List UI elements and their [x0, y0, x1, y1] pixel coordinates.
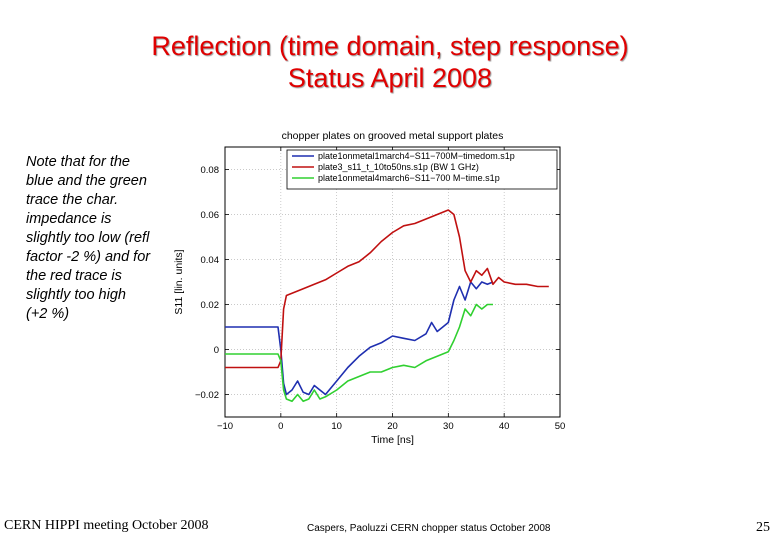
x-tick-label: 40	[499, 421, 510, 432]
x-tick-label: 10	[331, 421, 342, 432]
x-axis-label: Time [ns]	[371, 434, 414, 445]
y-tick-label: 0.04	[201, 255, 220, 266]
x-tick-label: 30	[443, 421, 454, 432]
legend-entry: plate1onmetal4march6−S11−700 M−time.s1p	[318, 173, 500, 183]
chart-title: chopper plates on grooved metal support …	[282, 130, 504, 142]
y-tick-label: 0.02	[201, 300, 220, 311]
footer-center: Caspers, Paoluzzi CERN chopper status Oc…	[307, 523, 551, 534]
legend-entry: plate1onmetal1march4−S11−700M−timedom.s1…	[318, 151, 515, 161]
footer-left: CERN HIPPI meeting October 2008	[4, 518, 209, 533]
series-line-2	[225, 209, 549, 369]
y-tick-label: 0.06	[201, 210, 220, 221]
note-text: Note that for the blue and the green tra…	[26, 154, 151, 322]
legend-entry: plate3_s11_t_10to50ns.s1p (BW 1 GHz)	[318, 162, 479, 172]
slide-title-line1: Reflection (time domain, step response)	[151, 31, 629, 61]
y-tick-label: −0.02	[195, 390, 219, 401]
reflection-chart: −10 0 10 20 30 40 50 −0.02 0 0.02 0.04 0.06 0.08 cho…	[173, 130, 565, 445]
series-line-1	[225, 281, 494, 396]
chart-legend: plate1onmetal1march4−S11−700M−timedom.s1…	[286, 149, 558, 190]
y-axis-label: S11 [lin. units]	[173, 249, 185, 314]
x-tick-label: −10	[217, 421, 233, 432]
page-number: 25	[756, 520, 770, 535]
y-tick-label: 0.08	[201, 165, 220, 176]
x-tick-label: 0	[278, 421, 283, 432]
chart-series	[225, 209, 549, 403]
y-tick-label: 0	[214, 345, 219, 356]
series-line-3	[225, 303, 493, 403]
x-tick-label: 20	[387, 421, 398, 432]
legend-box	[286, 149, 558, 190]
slide-title-line2: Status April 2008	[287, 63, 493, 93]
x-tick-label: 50	[555, 421, 566, 432]
chart-ticks: −10 0 10 20 30 40 50 −0.02 0 0.02 0.04 0.06 0.08	[195, 147, 565, 432]
